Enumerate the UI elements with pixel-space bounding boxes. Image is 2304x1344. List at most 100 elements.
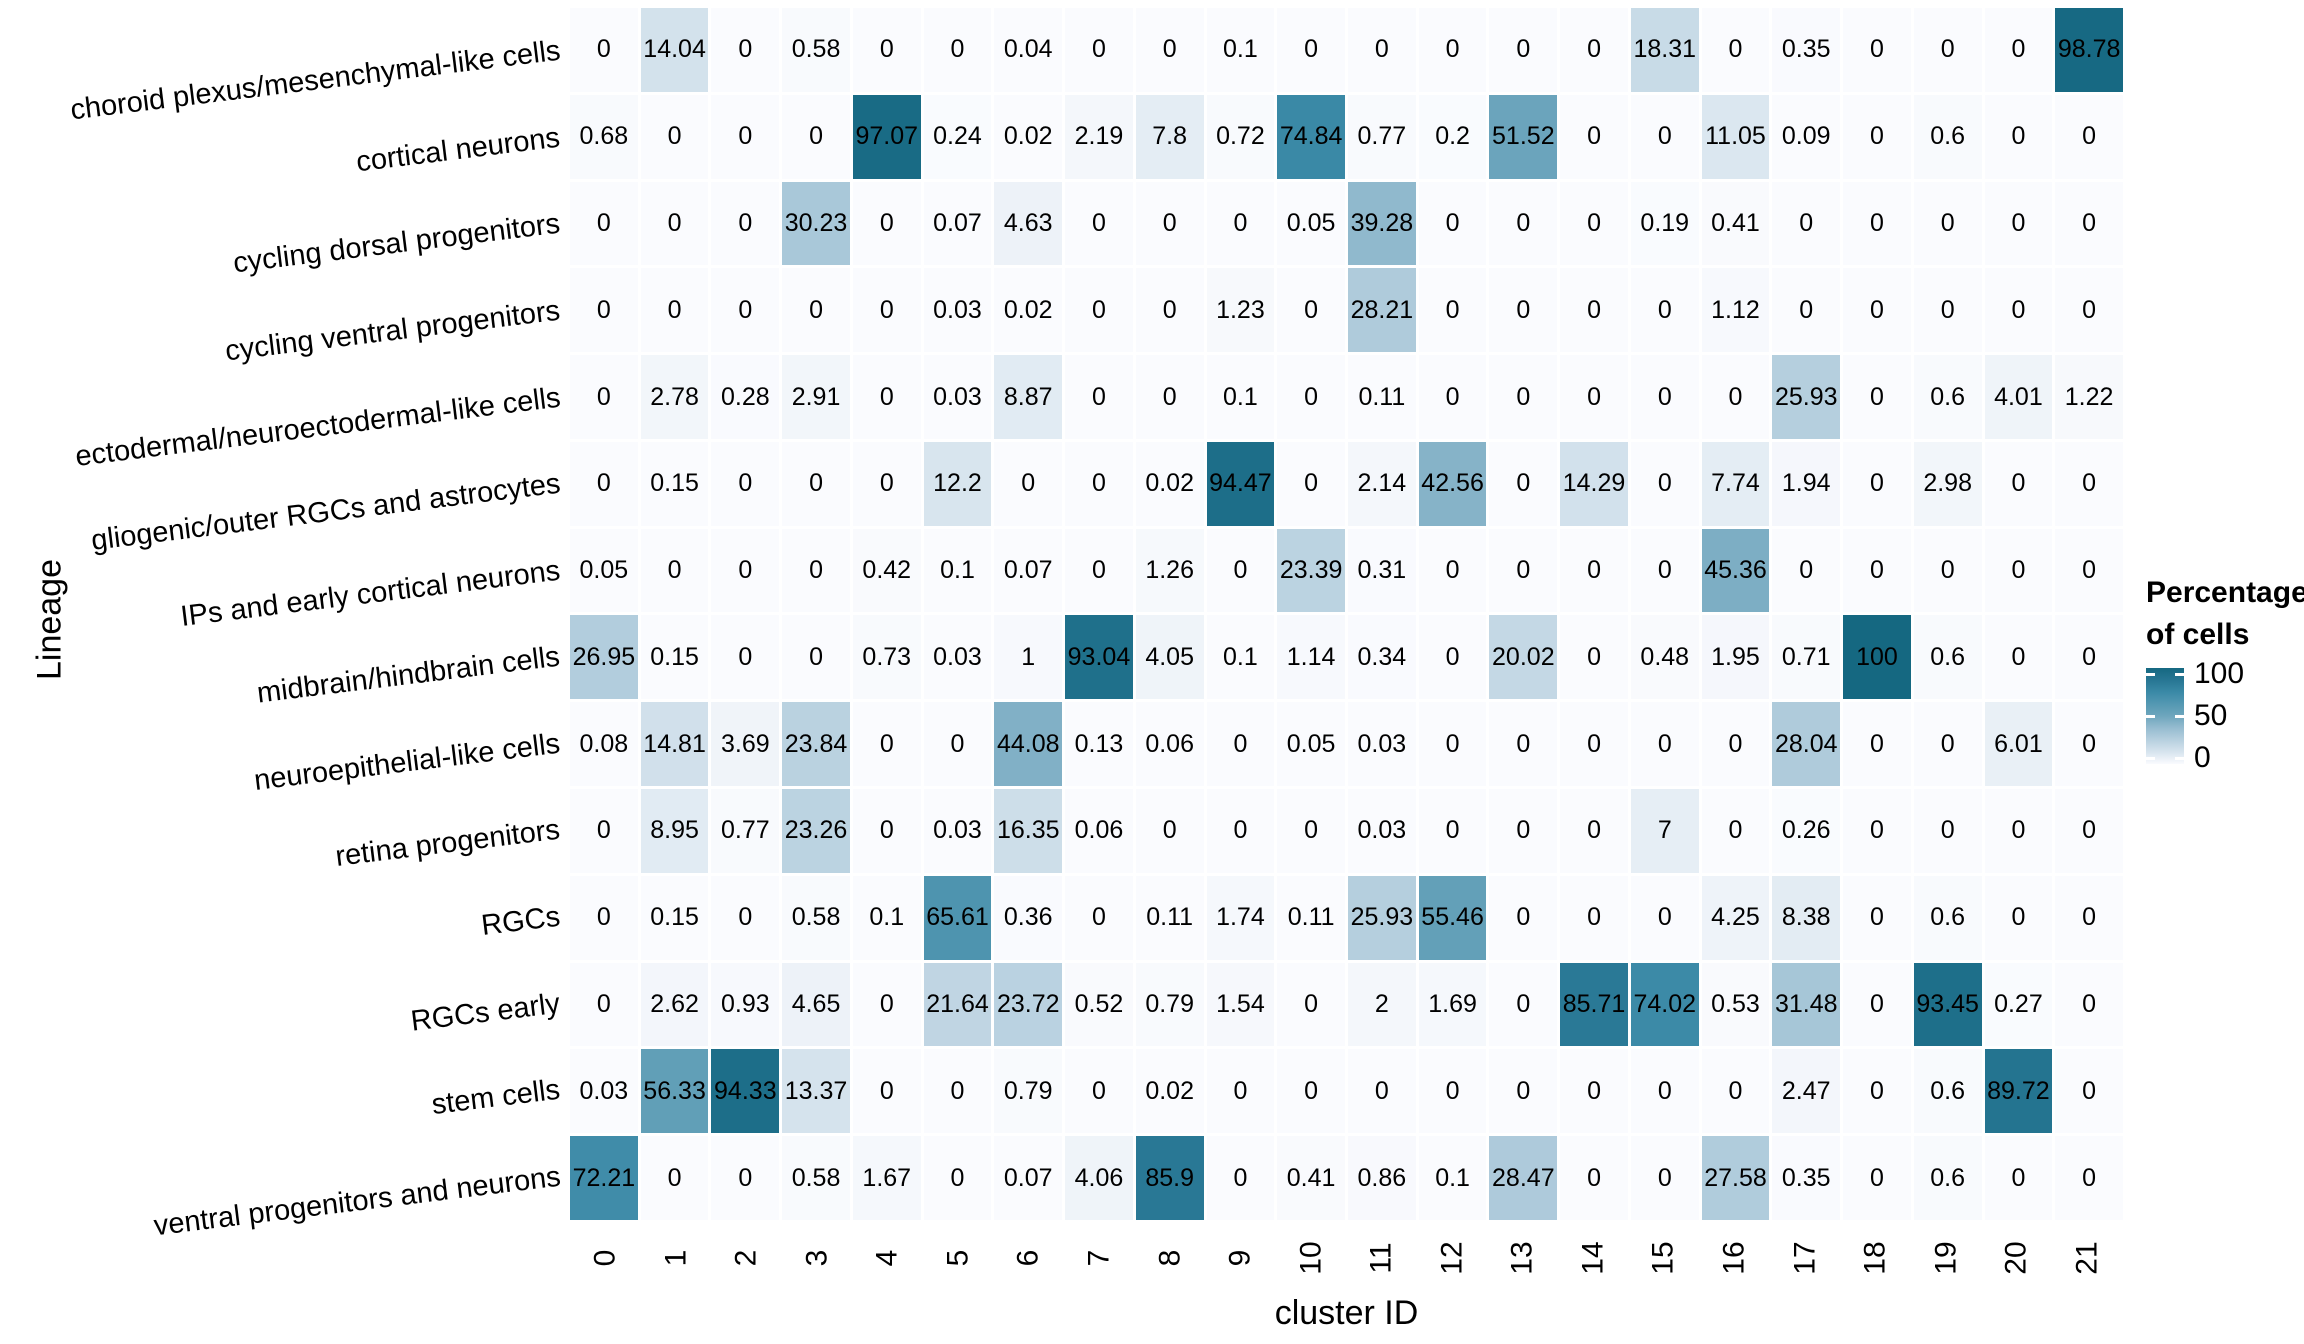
row-label: ectodermal/neuroectodermal-like cells <box>73 381 562 473</box>
heatmap-cell: 1.26 <box>1135 528 1204 613</box>
heatmap-cell: 0 <box>852 181 921 266</box>
heatmap-cell: 56.33 <box>640 1049 709 1134</box>
heatmap-cell: 0.24 <box>923 94 992 179</box>
heatmap-cell: 0.58 <box>782 1136 850 1220</box>
col-label: 16 <box>1717 1241 1751 1275</box>
heatmap-cell: 0.07 <box>994 1136 1063 1220</box>
heatmap-cell: 16.35 <box>994 789 1063 873</box>
heatmap-cell: 0.06 <box>1135 702 1204 787</box>
heatmap-cell: 39.28 <box>1347 181 1416 266</box>
heatmap-cell: 0 <box>1065 181 1133 266</box>
heatmap-cell: 93.04 <box>1065 615 1133 700</box>
heatmap-cell: 0 <box>1913 528 1982 613</box>
heatmap-cell: 0 <box>570 962 638 1047</box>
legend-body: 100 50 0 <box>2146 657 2304 778</box>
heatmap-cell: 1.23 <box>1206 268 1275 353</box>
col-label: 7 <box>1082 1249 1116 1267</box>
heatmap-cell: 0 <box>1843 962 1911 1047</box>
heatmap-cell: 0 <box>1843 8 1911 92</box>
heatmap-cell: 0 <box>1701 789 1770 873</box>
legend-title-line: of cells <box>2146 618 2250 651</box>
heatmap-cell: 28.21 <box>1347 268 1416 353</box>
heatmap-cell: 0 <box>1913 8 1982 92</box>
heatmap-cell: 0 <box>1843 181 1911 266</box>
heatmap-cell: 0.86 <box>1347 1136 1416 1220</box>
heatmap-cell: 85.71 <box>1560 962 1628 1047</box>
heatmap-cell: 0 <box>570 268 638 353</box>
heatmap-cell: 0 <box>1065 875 1133 960</box>
heatmap-cell: 23.26 <box>782 789 850 873</box>
heatmap-cell: 14.04 <box>640 8 709 92</box>
heatmap-cell: 0 <box>1135 181 1204 266</box>
heatmap-cell: 0.07 <box>923 181 992 266</box>
heatmap-cell: 0 <box>852 441 921 526</box>
row-label: RGCs early <box>409 987 562 1038</box>
heatmap-cell: 0 <box>1913 268 1982 353</box>
heatmap-cell: 0.03 <box>1347 789 1416 873</box>
heatmap-cell: 0 <box>2055 528 2123 613</box>
heatmap-cell: 0 <box>711 268 780 353</box>
heatmap-cell: 94.33 <box>711 1049 780 1134</box>
heatmap-cell: 0.05 <box>1277 181 1345 266</box>
legend-tick-mark <box>2146 757 2155 760</box>
heatmap-cell: 0.36 <box>994 875 1063 960</box>
col-label: 8 <box>1153 1249 1186 1267</box>
heatmap-cell: 0 <box>711 441 780 526</box>
heatmap-cell: 0 <box>1206 1049 1275 1134</box>
heatmap-cell: 0 <box>570 8 638 92</box>
heatmap-cell: 7.8 <box>1135 94 1204 179</box>
heatmap-cell: 0 <box>711 181 780 266</box>
heatmap-cell: 4.25 <box>1701 875 1770 960</box>
heatmap-cell: 0.19 <box>1630 181 1699 266</box>
heatmap-cell: 0 <box>1489 875 1558 960</box>
heatmap-cell: 0 <box>1913 702 1982 787</box>
heatmap-cell: 25.93 <box>1347 875 1416 960</box>
heatmap-cell: 0.1 <box>1206 615 1275 700</box>
heatmap-cell: 0 <box>570 441 638 526</box>
heatmap-cell: 0.79 <box>994 1049 1063 1134</box>
heatmap-cell: 0 <box>1843 355 1911 439</box>
col-label: 9 <box>1223 1249 1257 1267</box>
heatmap-cell: 0.03 <box>923 789 992 873</box>
heatmap-cell: 0 <box>1984 789 2053 873</box>
heatmap-cell: 0 <box>1772 528 1841 613</box>
heatmap-cell: 0 <box>1489 702 1558 787</box>
heatmap-cell: 0 <box>1489 962 1558 1047</box>
heatmap-cell: 0 <box>1701 8 1770 92</box>
legend-title-line: Percentage <box>2146 576 2304 609</box>
heatmap-cell: 0.11 <box>1347 355 1416 439</box>
heatmap-cell: 0 <box>1418 181 1487 266</box>
heatmap-cell: 0 <box>1560 789 1628 873</box>
heatmap-cell: 0.1 <box>1206 8 1275 92</box>
heatmap-cell: 0 <box>1277 8 1345 92</box>
heatmap-cell: 55.46 <box>1418 875 1487 960</box>
heatmap-cell: 0 <box>994 441 1063 526</box>
row-label: choroid plexus/mesenchymal-like cells <box>68 34 562 127</box>
heatmap-cell: 0 <box>852 8 921 92</box>
heatmap-cell: 0 <box>1418 1049 1487 1134</box>
heatmap-cell: 13.37 <box>782 1049 850 1134</box>
heatmap-cell: 0.15 <box>640 875 709 960</box>
heatmap-cell: 0 <box>2055 268 2123 353</box>
heatmap-cell: 45.36 <box>1701 528 1770 613</box>
heatmap-cell: 1.95 <box>1701 615 1770 700</box>
heatmap-cell: 0 <box>711 528 780 613</box>
heatmap-cell: 0 <box>1843 875 1911 960</box>
col-label: 21 <box>2070 1241 2104 1275</box>
row-label: stem cells <box>430 1073 562 1122</box>
heatmap-cell: 0 <box>2055 702 2123 787</box>
heatmap-cell: 0 <box>2055 789 2123 873</box>
heatmap-cell: 97.07 <box>852 94 921 179</box>
heatmap-cell: 12.2 <box>923 441 992 526</box>
heatmap-cell: 0.11 <box>1277 875 1345 960</box>
legend-gradient-bar <box>2146 668 2184 764</box>
heatmap-cell: 0 <box>1701 1049 1770 1134</box>
heatmap-cell: 0.27 <box>1984 962 2053 1047</box>
heatmap-cell: 0 <box>923 8 992 92</box>
heatmap-cell: 0.58 <box>782 8 850 92</box>
heatmap-cell: 0 <box>1065 268 1133 353</box>
heatmap-cell: 0 <box>1984 528 2053 613</box>
heatmap-cell: 0 <box>1418 268 1487 353</box>
heatmap-cell: 1.12 <box>1701 268 1770 353</box>
heatmap-cell: 0 <box>1135 789 1204 873</box>
